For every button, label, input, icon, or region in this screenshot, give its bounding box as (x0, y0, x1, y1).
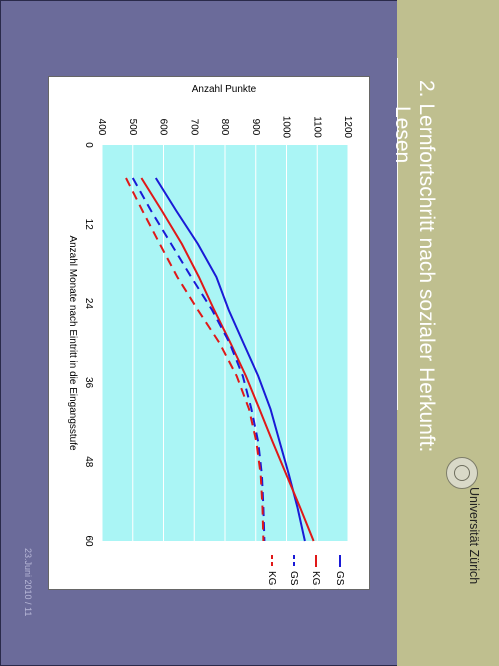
x-tick-label: 48 (83, 456, 94, 468)
x-tick-label: 12 (83, 219, 94, 231)
legend-label: KG SESt (266, 571, 277, 589)
y-tick-label: 900 (250, 119, 261, 136)
title-band (397, 0, 499, 666)
x-tick-label: 24 (83, 298, 94, 310)
line-chart: 400 500 600 700 800 900 1000 1100 1200 0 12 24 36 48 6… (67, 84, 353, 589)
y-tick-label: 1100 (311, 116, 322, 138)
y-tick-label: 400 (96, 119, 107, 136)
legend-label: KG SESh (310, 571, 321, 589)
y-tick-label: 700 (188, 119, 199, 136)
series-line (140, 177, 315, 542)
y-tick-label: 1200 (342, 116, 353, 139)
x-axis-label: Anzahl Monate nach Eintritt in die Einga… (67, 235, 78, 451)
university-seal-icon (446, 457, 478, 489)
university-name: Universität Zürich (467, 487, 481, 585)
legend-label: GS SESt (288, 571, 299, 589)
legend-label: GS SESh (334, 571, 345, 589)
series-line (125, 177, 265, 542)
slide-title-line-2: Lesen (391, 106, 414, 164)
x-tick-label: 36 (83, 377, 94, 389)
title-divider (397, 58, 398, 410)
y-tick-label: 1000 (281, 116, 292, 139)
y-tick-label: 800 (219, 119, 230, 136)
chart-container: 400 500 600 700 800 900 1000 1100 1200 0 12 24 36 48 6… (48, 76, 370, 590)
x-tick-label: 0 (83, 142, 94, 148)
series-line (154, 177, 306, 542)
footer-date: 23.Juni 2010 / 11 (23, 548, 33, 617)
x-tick-label: 60 (83, 535, 94, 547)
y-axis-label: Anzahl Punkte (192, 84, 257, 95)
series-line (131, 177, 266, 542)
slide-title-line-1: 2. Lernfortschritt nach sozialer Herkunf… (415, 80, 438, 453)
y-tick-label: 600 (158, 119, 169, 136)
y-tick-label: 500 (127, 119, 138, 136)
